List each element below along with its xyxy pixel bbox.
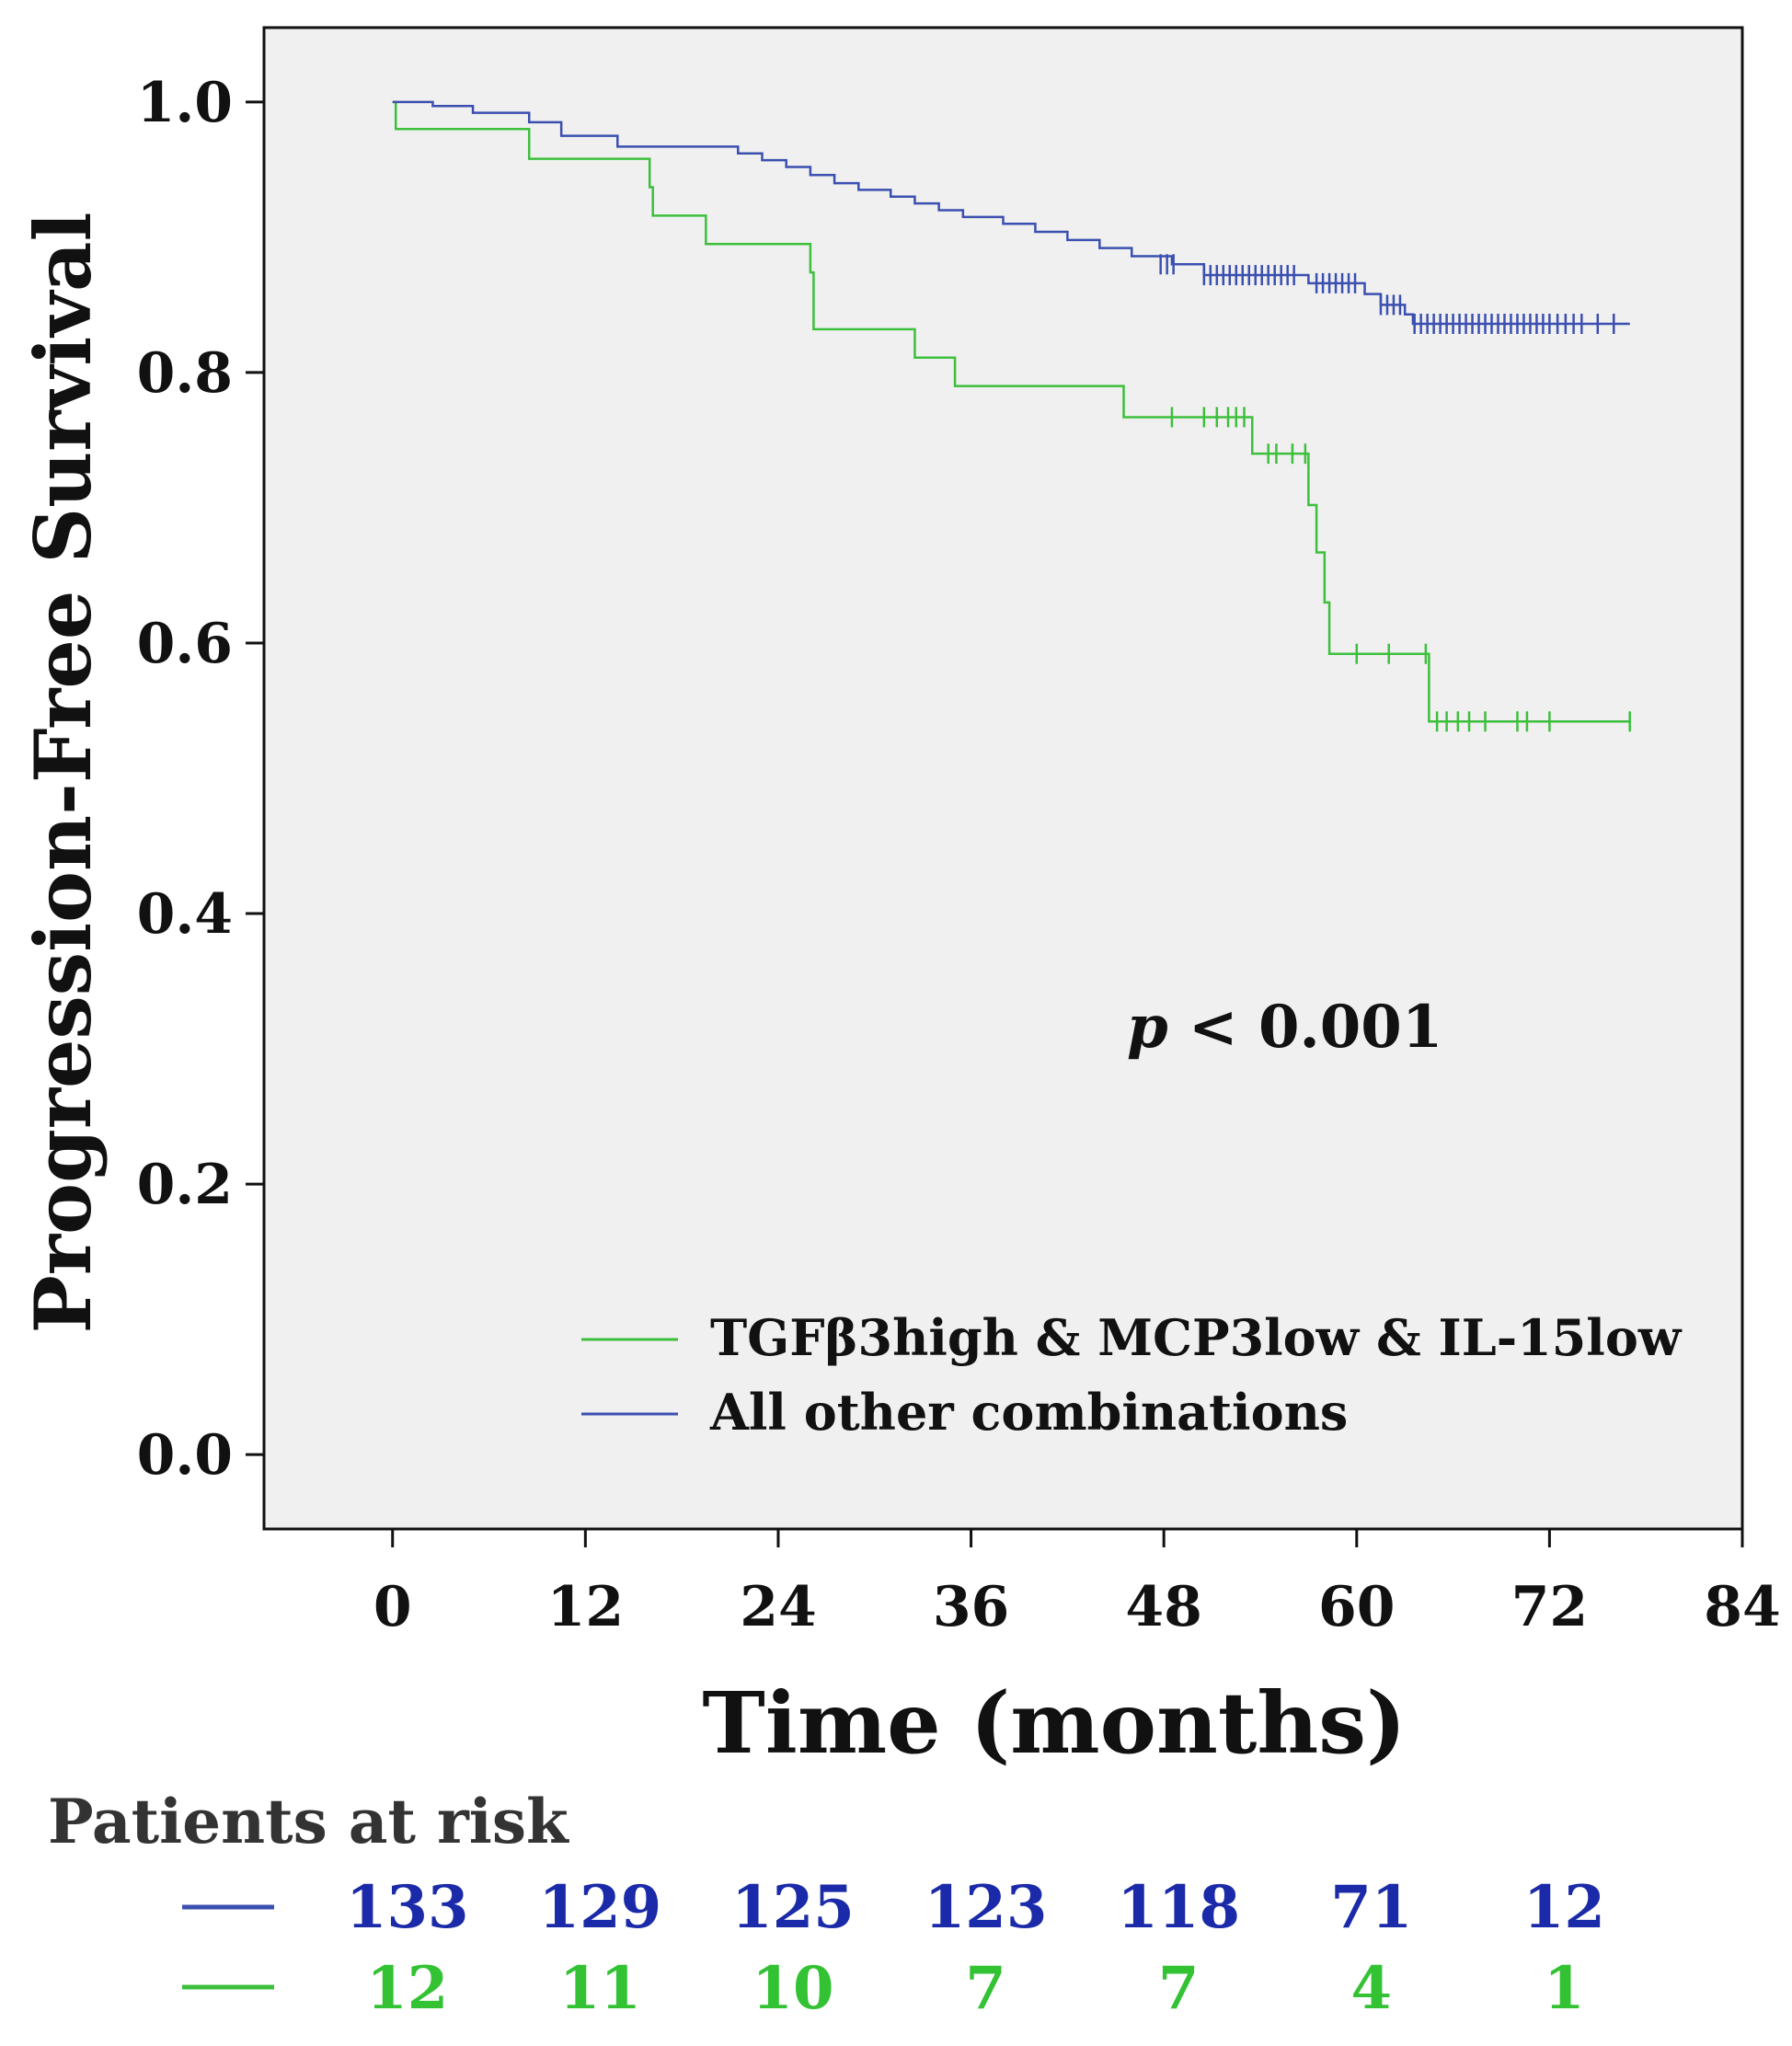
risk-value: 12	[366, 1954, 448, 2023]
x-tick-label: 60	[1318, 1575, 1396, 1639]
x-tick-label: 48	[1125, 1575, 1202, 1639]
y-tick-label: 0.8	[137, 341, 233, 406]
x-axis-title: Time (months)	[702, 1673, 1406, 1773]
x-tick-label: 72	[1511, 1575, 1589, 1639]
risk-value: 7	[965, 1954, 1006, 2023]
risk-value: 125	[731, 1873, 855, 1942]
p-value-text: < 0.001	[1168, 993, 1443, 1062]
x-tick-label: 24	[740, 1575, 817, 1639]
y-tick-label: 0.4	[137, 882, 233, 947]
x-tick-label: 36	[933, 1575, 1010, 1639]
legend-label-green: TGFβ3high & MCP3low & IL-15low	[710, 1308, 1683, 1367]
km-curve-blue	[392, 100, 1630, 326]
y-tick-label: 0.2	[137, 1153, 233, 1217]
p-value-italic: p	[1127, 993, 1168, 1062]
risk-value: 118	[1117, 1873, 1240, 1942]
risk-value: 7	[1158, 1954, 1200, 2023]
risk-value: 4	[1351, 1954, 1393, 2023]
x-tick-label: 0	[373, 1575, 412, 1639]
y-tick-label: 0.0	[137, 1423, 233, 1488]
y-tick-label: 0.6	[137, 612, 233, 676]
risk-table-title: Patients at risk	[48, 1786, 569, 1857]
risk-value: 11	[559, 1954, 641, 2023]
risk-value: 71	[1330, 1873, 1412, 1942]
risk-value: 1	[1544, 1954, 1585, 2023]
plot-area	[262, 26, 1744, 1531]
x-tick-label: 84	[1704, 1575, 1781, 1639]
series-layer	[392, 100, 1631, 732]
risk-value: 10	[752, 1954, 833, 2023]
risk-value: 129	[539, 1873, 662, 1942]
legend: TGFβ3high & MCP3low & IL-15low All other…	[581, 1308, 1683, 1442]
risk-value: 123	[925, 1873, 1048, 1942]
risk-value: 133	[346, 1873, 469, 1942]
p-value-annotation: p < 0.001	[1127, 993, 1442, 1062]
risk-value: 12	[1523, 1873, 1605, 1942]
km-curve-green	[392, 100, 1630, 723]
axis-ticks: 0 12 24 36 48 60 72 84 0.0 0.2 0.4 0.6 0.8 1.0	[137, 71, 1781, 1639]
legend-label-blue: All other combinations	[709, 1383, 1348, 1442]
y-tick-label: 1.0	[137, 71, 233, 135]
y-axis-title: Progression-Free Survival	[17, 213, 109, 1334]
risk-table: 133 129 125 123 118 71 12 12 11 10 7 7 4 1	[346, 1873, 1605, 2023]
x-tick-label: 12	[547, 1575, 625, 1639]
